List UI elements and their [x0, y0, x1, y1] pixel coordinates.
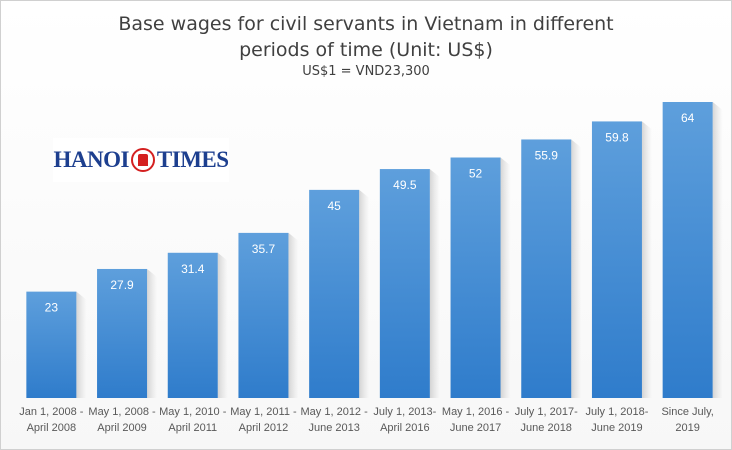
x-tick-label: April 2009	[97, 422, 147, 434]
bar	[167, 252, 218, 398]
x-tick-label: Since July,	[661, 406, 713, 418]
data-label: 49.5	[393, 178, 417, 192]
bar	[309, 189, 360, 398]
x-tick-label: June 2017	[450, 422, 501, 434]
data-label: 55.9	[535, 148, 559, 162]
x-tick-label: April 2012	[239, 422, 289, 434]
chart-subtitle: US$1 = VND23,300	[302, 64, 430, 79]
x-tick-label: June 2018	[521, 422, 572, 434]
bar-shadow	[571, 139, 582, 398]
bar-shadow	[288, 232, 299, 398]
bar-shadow	[359, 189, 370, 398]
x-tick-label: May 1, 2016 -	[442, 406, 510, 418]
x-tick-label: April 2011	[168, 422, 217, 434]
x-tick-label: May 1, 2011 -	[230, 406, 297, 418]
data-label: 52	[469, 167, 483, 181]
data-label: 27.9	[110, 278, 134, 292]
x-tick-label: July 1, 2018-	[585, 406, 648, 418]
title-line-1: Base wages for civil servants in Vietnam…	[118, 13, 614, 35]
bar-shadow	[147, 268, 158, 398]
bar-shadow	[712, 102, 723, 398]
x-tick-label: May 1, 2010 -	[159, 406, 227, 418]
data-label: 35.7	[252, 242, 276, 256]
bar	[450, 157, 501, 398]
bar	[26, 291, 77, 398]
bar-shadow	[641, 121, 652, 399]
bar	[591, 121, 642, 399]
bar	[97, 268, 148, 398]
data-label: 23	[45, 301, 59, 315]
chart-title: Base wages for civil servants in Vietnam…	[1, 11, 731, 63]
seal-icon	[130, 148, 155, 172]
x-tick-label: 2019	[675, 422, 699, 434]
data-label: 64	[681, 111, 695, 125]
x-tick-label: July 1, 2013-	[373, 406, 436, 418]
bar	[521, 139, 572, 398]
x-tick-label: Jan 1, 2008 -	[19, 406, 84, 418]
bar-shadow	[217, 252, 228, 398]
x-tick-label: July 1, 2017-	[515, 406, 578, 418]
x-tick-label: May 1, 2008 -	[88, 406, 156, 418]
data-label: 45	[327, 199, 341, 213]
x-tick-label: April 2016	[380, 422, 430, 434]
hanoi-times-logo: HANOI TIMES	[53, 138, 229, 182]
bar	[379, 169, 430, 398]
bar	[238, 232, 289, 398]
x-tick-label: June 2019	[591, 422, 642, 434]
bar-shadow	[76, 291, 87, 398]
data-label: 31.4	[181, 262, 205, 276]
bar-shadow	[500, 157, 511, 398]
x-tick-label: May 1, 2012 -	[301, 406, 369, 418]
title-line-2: periods of time (Unit: US$)	[239, 39, 493, 61]
bar	[662, 102, 713, 398]
x-tick-label: June 2013	[308, 422, 359, 434]
bar-shadow	[429, 169, 440, 398]
x-tick-label: April 2008	[27, 422, 77, 434]
data-label: 59.8	[605, 130, 629, 144]
